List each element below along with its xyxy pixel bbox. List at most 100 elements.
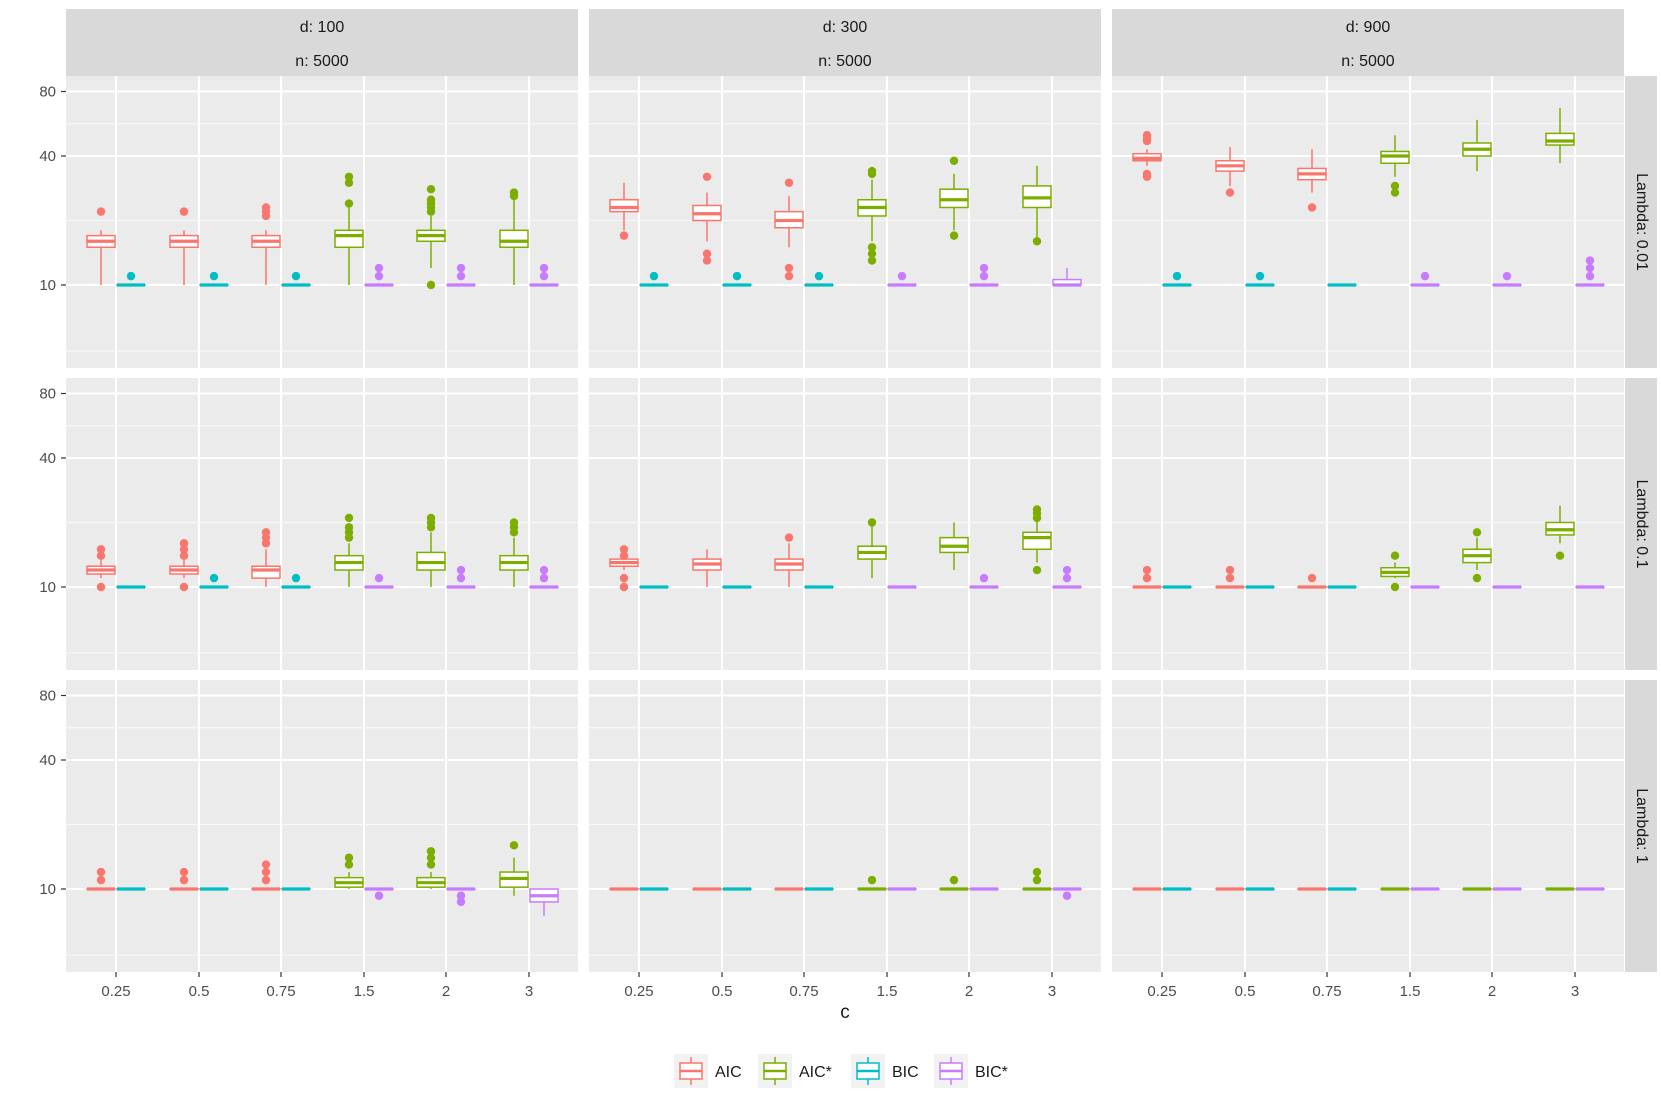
outlier-point [702, 249, 712, 258]
outlier-point [456, 565, 466, 575]
y-tick-label: 40 [39, 752, 56, 769]
x-tick-label: 0.5 [712, 983, 733, 1000]
outlier-point [814, 271, 824, 281]
outlier-point [1142, 565, 1152, 575]
box-aic [1132, 131, 1162, 181]
outlier-point [261, 867, 271, 877]
outlier-point [979, 271, 989, 281]
box-bic-star [887, 271, 917, 287]
x-tick-label: 2 [965, 983, 973, 1000]
outlier-point [867, 243, 877, 252]
outlier-point [1555, 551, 1565, 560]
box-aic-star [939, 156, 969, 240]
outlier-point [539, 263, 549, 273]
box-bic-star [364, 263, 394, 287]
outlier-point [291, 573, 301, 583]
legend-label: BIC [892, 1064, 919, 1081]
outlier-point [456, 891, 466, 900]
outlier-point [1142, 169, 1152, 179]
outlier-point [426, 853, 436, 862]
box-aic [251, 860, 281, 891]
outlier-point [456, 573, 466, 583]
box-aic [609, 545, 639, 592]
x-tick-label: 1.5 [877, 983, 898, 1000]
outlier-point [291, 271, 301, 281]
outlier-point [1225, 573, 1235, 583]
outlier-point [897, 271, 907, 281]
x-tick-label: 0.5 [189, 983, 210, 1000]
panel-background [589, 76, 1101, 368]
panel [66, 680, 578, 972]
box-aic [1215, 565, 1245, 589]
outlier-point [509, 188, 519, 197]
box-bic-star [446, 887, 476, 907]
box-aic-star [857, 875, 887, 891]
box-aic-star [334, 853, 364, 889]
outlier-point [1062, 565, 1072, 575]
box-bic-star [1575, 256, 1605, 287]
box-aic [774, 533, 804, 587]
box-aic [1297, 573, 1327, 589]
legend: AIC AIC* BIC BIC* [674, 1054, 1008, 1088]
outlier-point [1585, 271, 1595, 281]
x-tick-label: 2 [442, 983, 450, 1000]
box-aic-star [1380, 551, 1410, 592]
outlier-point [126, 271, 136, 281]
col-strip [66, 9, 578, 76]
panel-background [1112, 680, 1624, 972]
outlier-point [374, 271, 384, 281]
outlier-point [1585, 256, 1595, 265]
outlier-point [867, 875, 877, 885]
outlier-point [1472, 573, 1482, 583]
x-tick-label: 0.5 [1235, 983, 1256, 1000]
box-aic [86, 545, 116, 592]
outlier-point [1585, 263, 1595, 273]
outlier-point [949, 231, 959, 240]
outlier-point [179, 207, 189, 216]
outlier-point [179, 867, 189, 877]
outlier-point [261, 203, 271, 212]
box-aic [169, 539, 199, 592]
outlier-point [702, 172, 712, 181]
box-bic-star [969, 263, 999, 287]
panel-background [66, 378, 578, 670]
box-aic-star [857, 166, 887, 265]
box-aic [1215, 147, 1245, 197]
box-bic-star [1052, 887, 1082, 900]
outlier-point [374, 263, 384, 273]
outlier-point [456, 271, 466, 281]
box-aic-star [1022, 165, 1052, 246]
box-bic [199, 271, 229, 287]
x-tick-label: 0.25 [101, 983, 130, 1000]
outlier-point [649, 271, 659, 281]
legend-label: AIC [715, 1064, 742, 1081]
outlier-point [96, 551, 106, 560]
outlier-point [209, 271, 219, 281]
panel [66, 76, 578, 368]
panel [1112, 76, 1624, 368]
y-tick-label: 80 [39, 84, 56, 101]
outlier-point [96, 875, 106, 885]
outlier-point [509, 518, 519, 527]
outlier-point [344, 860, 354, 869]
box-bic-star [1052, 565, 1082, 589]
outlier-point [619, 545, 629, 554]
panel-background [1112, 378, 1624, 670]
y-tick-label: 10 [39, 579, 56, 596]
outlier-point [179, 582, 189, 592]
outlier-point [1307, 203, 1317, 212]
box-body [334, 229, 364, 249]
box-aic [86, 867, 116, 891]
box-body [499, 229, 529, 249]
panel-background [589, 680, 1101, 972]
box-body [251, 565, 281, 579]
outlier-point [949, 875, 959, 885]
box-aic [86, 207, 116, 285]
outlier-point [374, 573, 384, 583]
outlier-point [261, 528, 271, 537]
col-strip-d-label: d: 100 [300, 19, 345, 36]
box-aic [251, 203, 281, 285]
outlier-point [456, 263, 466, 273]
outlier-point [1390, 551, 1400, 560]
